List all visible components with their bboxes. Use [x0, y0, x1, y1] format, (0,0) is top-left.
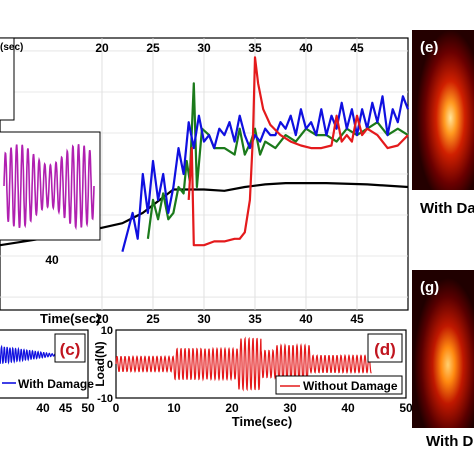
legend-fragment: (sec): [0, 37, 23, 121]
main-x-tick-labels: 20 25 30 35 40 45: [95, 312, 364, 326]
panel-d-y-tick-labels: 10 0 -10: [97, 325, 113, 405]
panel-d-x-axis-label: Time(sec): [232, 414, 292, 429]
panel-d-legend-box: [275, 375, 403, 395]
panel-d-line: [115, 336, 372, 392]
main-top-tick-label: 40: [299, 41, 313, 55]
panel-c-tick-labels: 40 45 50: [36, 401, 95, 415]
thermal-image-e-caption: With Da: [420, 200, 474, 217]
main-x-tick-label: 30: [197, 312, 211, 326]
panel-d-y-axis-label: Load(N): [93, 341, 107, 386]
main-x-tick-label: 25: [146, 312, 160, 326]
thermal-image-g-caption: With D: [426, 433, 474, 450]
main-top-tick-label: 45: [350, 41, 364, 55]
main-series-red: [187, 56, 409, 247]
thermal-image-e-label: (e): [420, 39, 438, 56]
panel-d-label-box: [367, 333, 403, 363]
inset-magenta-plot: 40: [0, 131, 101, 267]
panel-c-tick-label: 50: [81, 401, 95, 415]
thermal-image-g: (g) With D: [412, 270, 474, 450]
panel-d-y-tick-label: -10: [97, 393, 113, 405]
main-series-black: [0, 182, 409, 247]
legend-fragment-text: (sec): [0, 42, 23, 53]
panel-c-line: [0, 344, 62, 365]
panel-d-x-tick-label: 10: [167, 401, 181, 415]
panel-d-x-tick-label: 50: [399, 401, 413, 415]
panel-c-legend-text: With Damage: [18, 377, 94, 391]
panel-d-x-tick-label: 40: [341, 401, 355, 415]
panel-d-x-tick-label: 20: [225, 401, 239, 415]
main-x-tick-label: 20: [95, 312, 109, 326]
panel-d-x-tick-labels: 0 10 20 30 40 50: [113, 401, 413, 415]
main-top-tick-label: 25: [146, 41, 160, 55]
inset-magenta-line: [3, 144, 95, 231]
panel-c-label: (c): [60, 340, 81, 359]
main-series-blue: [121, 95, 410, 252]
main-top-tick-label: 35: [248, 41, 262, 55]
panel-d-legend-text: Without Damage: [303, 379, 398, 393]
main-top-tick-label: 30: [197, 41, 211, 55]
main-gridlines: [0, 38, 408, 310]
main-x-tick-label: 40: [299, 312, 313, 326]
inset-magenta-series: [3, 144, 95, 231]
panel-d-plot: (d) Without Damage 100-10 0 10 20 30 40 50 Lo…: [93, 325, 413, 429]
inset-tick-label: 40: [45, 253, 59, 267]
panel-d-series: [115, 336, 372, 392]
main-x-tick-label: 45: [350, 312, 364, 326]
panel-c-tick-label: 40: [36, 401, 50, 415]
panel-d-x-tick-label: 30: [283, 401, 297, 415]
thermal-image-e-picture: [412, 30, 474, 190]
panel-d-label: (d): [374, 340, 396, 359]
panel-c-label-box: [54, 333, 86, 363]
panel-c-series: [0, 344, 62, 365]
panel-c-tick-label: 45: [59, 401, 73, 415]
main-x-axis-label: Time(sec): [40, 311, 100, 326]
thermal-image-e: (e) With Da: [412, 30, 474, 217]
thermal-image-g-picture: [412, 270, 474, 428]
thermal-image-g-label: (g): [420, 279, 439, 296]
main-top-tick-labels: 20 25 30 35 40 45: [95, 41, 364, 55]
legend-box: [0, 37, 15, 121]
panel-d-y-tick-label: 10: [101, 325, 113, 337]
panel-d-y-tick-label: 0: [107, 359, 113, 371]
panel-d-x-tick-label: 0: [113, 401, 120, 415]
main-top-tick-label: 20: [95, 41, 109, 55]
main-x-tick-label: 35: [248, 312, 262, 326]
main-series-group: [0, 56, 410, 252]
panel-c-plot: (c) With Damage 40 45 50: [0, 329, 95, 415]
